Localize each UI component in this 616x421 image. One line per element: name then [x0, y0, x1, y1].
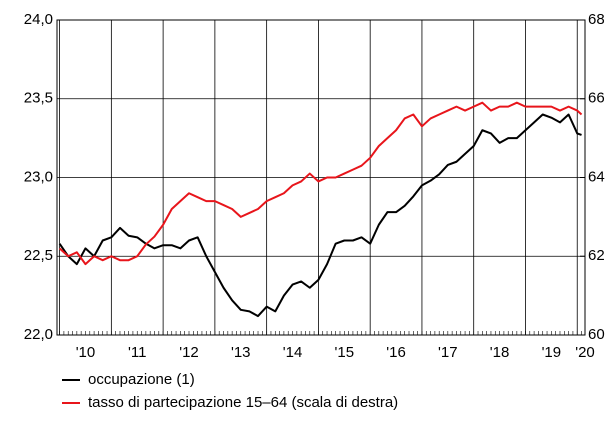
x-tick-label: '20 [575, 344, 595, 361]
y2-tick-label: 64 [588, 168, 605, 185]
legend-label: tasso di partecipazione 15–64 (scala di … [88, 394, 398, 411]
y-tick-label: 22,5 [24, 247, 53, 264]
y2-tick-label: 62 [588, 247, 605, 264]
x-tick-label: '17 [438, 344, 458, 361]
y2-tick-label: 60 [588, 326, 605, 343]
x-tick-label: '18 [490, 344, 510, 361]
y2-tick-label: 68 [588, 11, 605, 28]
x-tick-label: '16 [386, 344, 406, 361]
y-tick-label: 24,0 [24, 11, 53, 28]
series-line [58, 113, 582, 318]
y2-tick-label: 66 [588, 90, 605, 107]
x-tick-label: '13 [231, 344, 251, 361]
y-tick-label: 22,0 [24, 326, 53, 343]
x-tick-label: '15 [335, 344, 355, 361]
x-tick-label: '14 [283, 344, 303, 361]
x-tick-label: '19 [542, 344, 562, 361]
x-tick-label: '11 [128, 344, 146, 361]
legend-label: occupazione (1) [88, 371, 195, 388]
x-tick-label: '12 [179, 344, 199, 361]
x-tick-label: '10 [76, 344, 96, 361]
series-line [58, 101, 583, 266]
y-tick-label: 23,5 [24, 90, 53, 107]
y-tick-label: 23,0 [24, 168, 53, 185]
